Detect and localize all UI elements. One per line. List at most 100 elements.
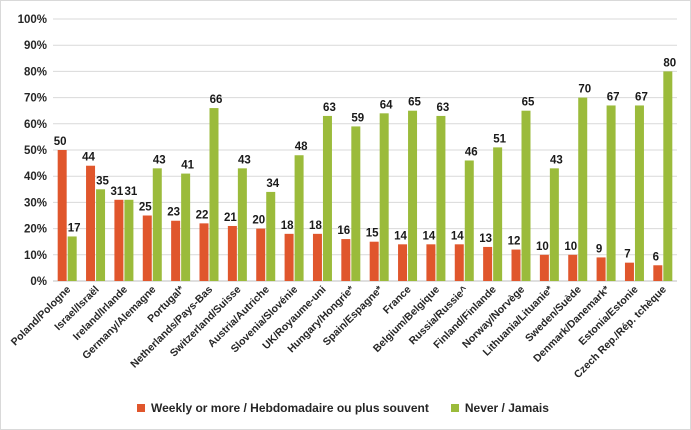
data-label-weekly: 22 (196, 209, 209, 221)
bar-never (294, 155, 304, 281)
y-tick-label: 70% (24, 93, 47, 105)
data-label-never: 17 (68, 222, 81, 234)
data-label-never: 70 (578, 84, 591, 96)
bar-weekly (312, 233, 322, 281)
bar-weekly (341, 239, 351, 281)
y-tick-label: 10% (24, 250, 47, 262)
y-tick-label: 50% (24, 145, 47, 157)
bar-weekly (539, 254, 549, 281)
data-label-weekly: 23 (167, 207, 180, 219)
y-tick-label: 90% (24, 40, 47, 52)
data-label-weekly: 14 (423, 230, 436, 242)
bar-weekly (171, 220, 181, 281)
legend-swatch-never (450, 404, 459, 412)
bar-never (408, 110, 418, 281)
bar-never (181, 173, 191, 281)
data-label-never: 43 (238, 154, 251, 166)
data-label-never: 59 (351, 112, 364, 124)
data-label-never: 51 (493, 133, 506, 145)
y-tick-label: 20% (24, 224, 47, 236)
data-label-never: 66 (210, 94, 223, 106)
bar-weekly (624, 262, 634, 281)
bar-weekly (142, 215, 152, 281)
data-label-weekly: 31 (111, 186, 124, 198)
data-label-never: 35 (96, 175, 109, 187)
bar-weekly (114, 199, 124, 281)
y-tick-label: 100% (18, 14, 47, 26)
y-tick-label: 60% (24, 119, 47, 131)
data-label-weekly: 44 (82, 152, 95, 164)
data-label-weekly: 15 (366, 228, 379, 240)
bar-weekly (369, 241, 379, 281)
data-label-weekly: 20 (252, 215, 265, 227)
data-label-never: 65 (408, 97, 421, 109)
bar-never (124, 199, 134, 281)
data-label-never: 65 (522, 97, 535, 109)
y-tick-label: 80% (24, 66, 47, 78)
bar-never (663, 71, 673, 282)
bar-weekly (426, 244, 436, 281)
y-tick-label: 40% (24, 171, 47, 183)
data-label-weekly: 10 (564, 241, 577, 253)
data-label-never: 41 (181, 160, 194, 172)
bar-never (209, 108, 219, 281)
y-tick-label: 0% (30, 276, 47, 288)
data-label-weekly: 7 (624, 249, 630, 261)
legend: Weekly or more / Hebdomadaire ou plus so… (137, 401, 549, 415)
legend-swatch-weekly (137, 404, 145, 412)
data-label-weekly: 21 (224, 212, 237, 224)
bar-weekly (568, 254, 578, 281)
bar-weekly (57, 150, 67, 281)
data-label-weekly: 16 (337, 225, 350, 237)
bar-never (634, 105, 644, 282)
bar-never (322, 115, 332, 281)
data-label-weekly: 12 (508, 236, 521, 248)
bar-never (351, 126, 361, 281)
data-label-weekly: 14 (451, 230, 464, 242)
bar-weekly (511, 249, 521, 281)
data-label-never: 64 (380, 99, 393, 111)
data-label-never: 63 (437, 102, 450, 114)
bar-never (436, 115, 446, 281)
bar-never (493, 147, 503, 281)
data-label-weekly: 18 (281, 220, 294, 232)
legend-label-never: Never / Jamais (464, 401, 549, 415)
bar-never (606, 105, 616, 282)
legend-item-never: Never / Jamais (450, 401, 549, 415)
bar-weekly (454, 244, 464, 281)
bar-never (266, 191, 276, 281)
data-label-weekly: 14 (394, 230, 407, 242)
data-label-never: 63 (323, 102, 336, 114)
data-label-never: 48 (295, 141, 308, 153)
bar-weekly (398, 244, 408, 281)
bar-never (237, 168, 247, 281)
data-label-never: 80 (663, 57, 676, 69)
data-label-never: 31 (125, 186, 138, 198)
legend-label-weekly: Weekly or more / Hebdomadaire ou plus so… (151, 401, 429, 415)
bar-never (549, 168, 559, 281)
legend-item-weekly: Weekly or more / Hebdomadaire ou plus so… (137, 401, 429, 415)
data-label-weekly: 9 (596, 243, 602, 255)
bar-weekly (284, 233, 294, 281)
data-label-never: 46 (465, 146, 478, 158)
bar-weekly (227, 225, 237, 281)
data-label-never: 43 (153, 154, 166, 166)
bar-weekly (596, 257, 606, 281)
bar-never (96, 189, 106, 281)
data-label-weekly: 50 (54, 136, 67, 148)
bar-weekly (86, 165, 96, 281)
bar-never (152, 168, 162, 281)
bar-never (578, 97, 588, 281)
bar-weekly (483, 246, 493, 281)
data-label-never: 43 (550, 154, 563, 166)
bar-weekly (256, 228, 266, 281)
bar-never (464, 160, 474, 281)
data-label-weekly: 25 (139, 202, 152, 214)
bar-never (379, 113, 389, 281)
bar-weekly (653, 265, 663, 281)
bar-chart: 0%10%20%30%40%50%60%70%80%90%100%5017Pol… (9, 14, 677, 381)
bar-never (67, 236, 77, 281)
data-label-weekly: 6 (653, 251, 659, 263)
data-label-never: 67 (607, 91, 620, 103)
